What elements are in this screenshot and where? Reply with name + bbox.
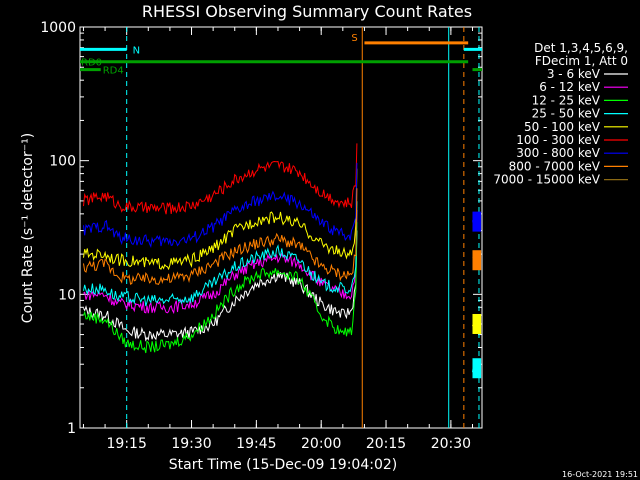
series-line-6-0 (83, 162, 358, 249)
y-tick-label: 1000 (40, 20, 76, 36)
y-tick-label: 100 (49, 154, 76, 170)
legend-label: 6 - 12 keV (539, 80, 601, 94)
legend-label: 800 - 7000 keV (509, 159, 601, 173)
series-line-5-0 (83, 143, 358, 215)
x-tick-label: 19:30 (171, 436, 211, 452)
series-tail-4 (472, 313, 482, 334)
y-axis-label: Count Rate (s⁻¹ detector⁻¹) (20, 133, 36, 323)
series-line-7-0 (83, 188, 358, 286)
legend-label: 7000 - 15000 keV (493, 173, 600, 187)
series-tail-3 (472, 358, 482, 379)
series-line-4-0 (83, 168, 358, 271)
y-tick-label: 1 (67, 421, 76, 437)
series-tail-6 (472, 211, 482, 232)
legend-label: 50 - 100 keV (524, 120, 601, 134)
x-tick-label: 19:45 (236, 436, 276, 452)
legend-label: 300 - 800 keV (516, 146, 600, 160)
legend-header-line: Det 1,3,4,5,6,9, (534, 41, 628, 55)
x-tick-label: 20:15 (366, 436, 406, 452)
series-line-3-0 (83, 201, 358, 307)
legend-header-line: FDecim 1, Att 0 (535, 54, 628, 68)
y-tick-label: 10 (58, 287, 76, 303)
legend-label: 3 - 6 keV (547, 67, 601, 81)
legend-label: 12 - 25 keV (532, 93, 601, 107)
annotation-label-rd4: RD4 (103, 66, 124, 77)
x-tick-label: 19:15 (107, 436, 147, 452)
legend-label: 100 - 300 keV (516, 133, 600, 147)
annotation-label-rd0: RD0 (81, 58, 102, 69)
legend-label: 25 - 50 keV (532, 107, 601, 121)
legend-layer: Det 1,3,4,5,6,9,FDecim 1, Att 03 - 6 keV… (493, 41, 628, 187)
series-line-0-0 (83, 230, 358, 342)
timestamp-text: 16-Oct-2021 19:51 (562, 470, 638, 479)
x-tick-label: 20:00 (301, 436, 341, 452)
x-axis-label: Start Time (15-Dec-09 19:04:02) (169, 457, 397, 473)
plot-frame (79, 26, 483, 429)
series-line-1-0 (83, 209, 358, 315)
series-line-2-0 (83, 222, 358, 354)
tick-layer: 19:15 19:30 19:45 20:00 20:15 20:30 1 10 100 1000 (40, 20, 482, 452)
series-layer (83, 143, 482, 379)
chart-title: RHESSI Observing Summary Count Rates (142, 2, 472, 21)
series-tail-7 (472, 250, 482, 271)
annotation-label-s: S (351, 33, 357, 44)
annotation-label-n: N (133, 45, 140, 56)
x-tick-label: 20:30 (431, 436, 471, 452)
